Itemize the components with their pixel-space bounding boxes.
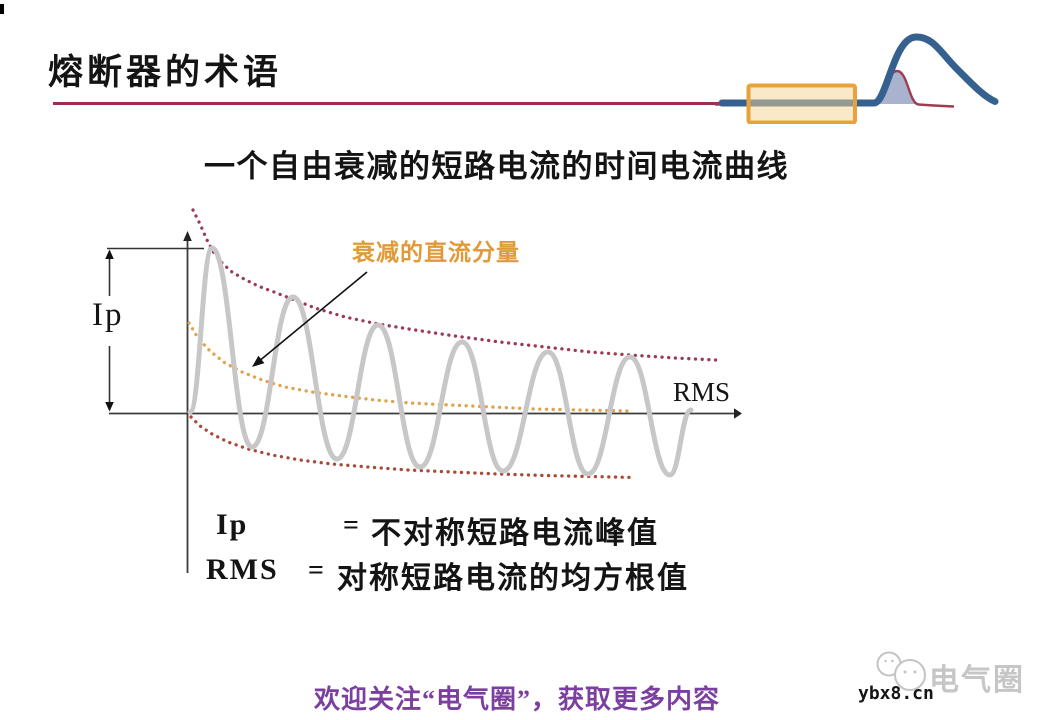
clipped-peak-fill	[875, 72, 918, 104]
ip-dimension-label: Ip	[92, 297, 124, 333]
definition-term-rms: RMS	[206, 553, 279, 586]
watermark-site: ybx8.cn	[858, 683, 934, 704]
prospective-current-curve	[718, 33, 999, 107]
fuse-body-icon	[746, 83, 857, 124]
fault-current-wave	[187, 245, 694, 478]
y-axis-arrowhead	[183, 231, 192, 241]
title-underline	[53, 102, 753, 105]
dc-component-curve	[187, 321, 632, 413]
definition-eq-rms: =	[308, 555, 324, 586]
wechat-bubbles-icon	[876, 651, 926, 691]
definition-desc-ip: 不对称短路电流峰值	[371, 517, 659, 550]
annotation-arrow-line	[257, 271, 368, 363]
edge-mark	[0, 4, 4, 14]
page-title: 熔断器的术语	[48, 53, 283, 92]
definition-desc-rms: 对称短路电流的均方根值	[337, 562, 689, 595]
rms-axis-label: RMS	[673, 377, 731, 407]
ip-dim-arrow-down	[105, 402, 114, 412]
ip-dim-arrow-up	[105, 249, 114, 259]
annotation-arrowhead	[252, 355, 265, 367]
footer-slogan: 欢迎关注“电气圈”，获取更多内容	[314, 685, 721, 714]
x-axis-arrowhead	[734, 408, 742, 419]
definition-eq-ip: =	[343, 510, 359, 541]
watermark-brand: 电气圈	[929, 664, 1025, 697]
lower-envelope-curve	[189, 415, 637, 480]
fuse-current-logo-graphic	[715, 33, 999, 124]
dc-component-annotation: 衰减的直流分量	[352, 240, 520, 265]
chart-title: 一个自由衰减的短路电流的时间电流曲线	[204, 149, 789, 184]
definition-term-ip: Ip	[216, 508, 249, 541]
